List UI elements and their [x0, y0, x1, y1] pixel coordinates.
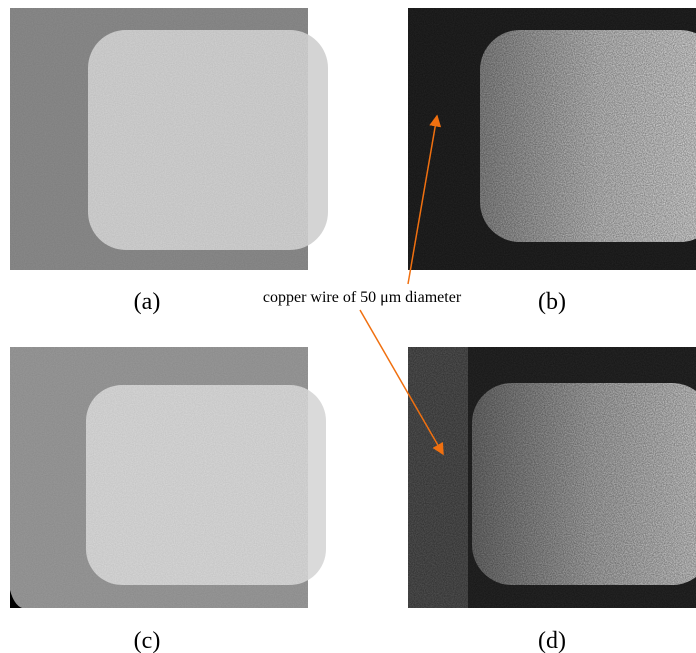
annotation: copper wire of 50 μm diameter: [263, 289, 462, 306]
panel-label: (b): [538, 289, 566, 315]
image-d: [408, 347, 696, 608]
figure: (a) (b) (c) (d) copper wire of 50 μm dia…: [0, 0, 696, 653]
image-b: [408, 8, 696, 270]
panel-label: (d): [538, 628, 566, 653]
panel-label: (a): [134, 289, 161, 315]
panel-label: (c): [134, 628, 161, 653]
image-a: [10, 8, 328, 270]
image-c: [10, 347, 326, 608]
